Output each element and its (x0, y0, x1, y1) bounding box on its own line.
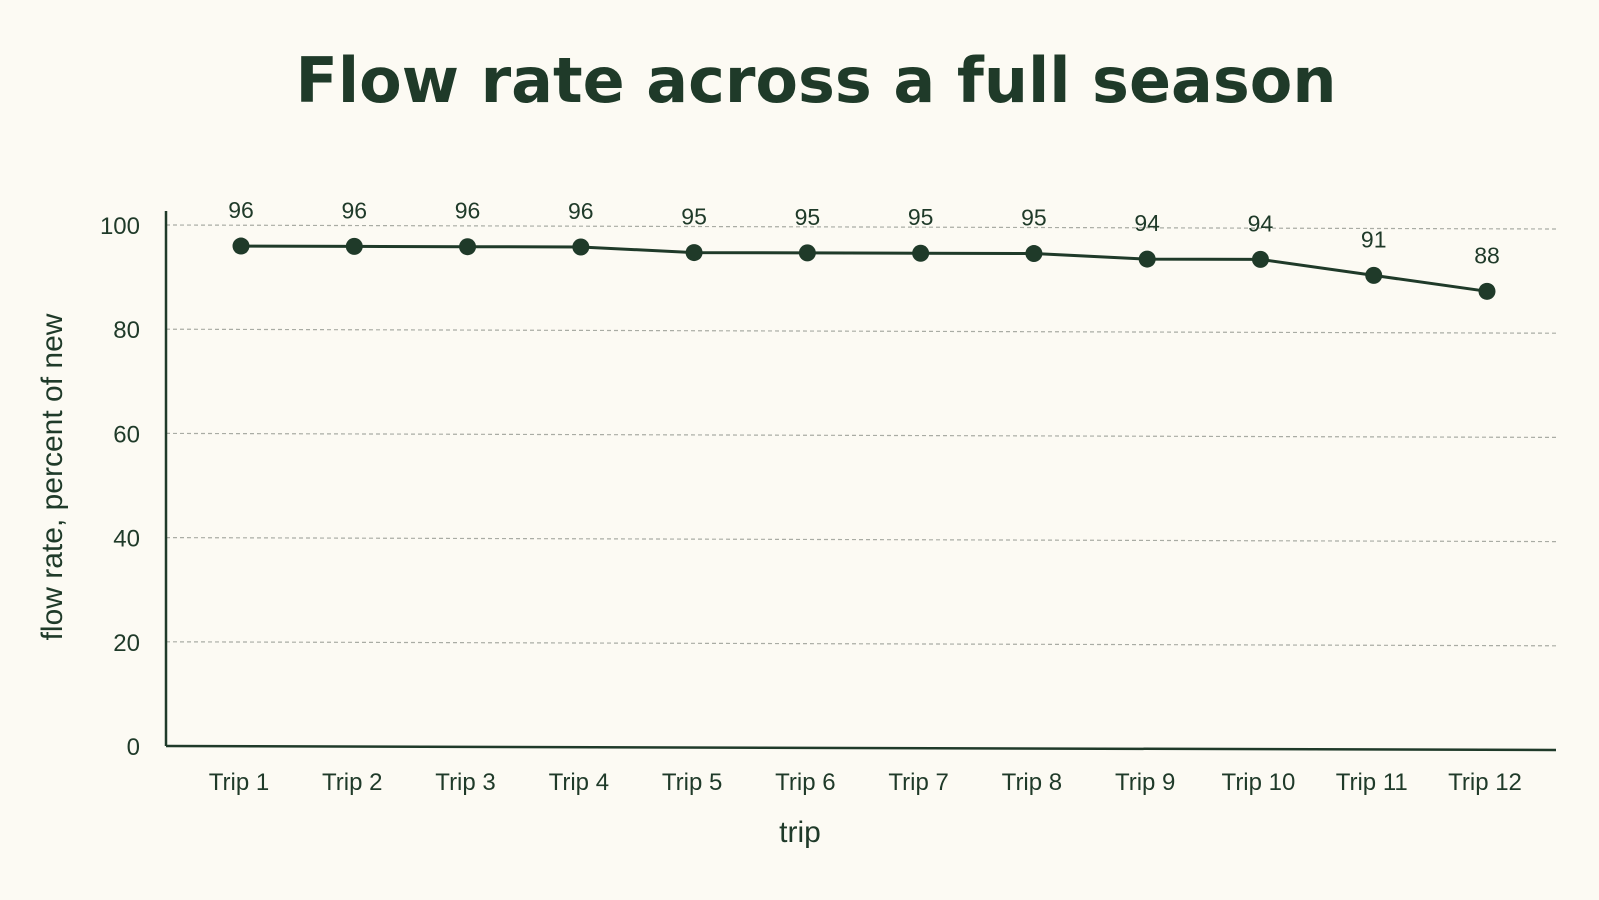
x-tick-label: Trip 1 (209, 769, 269, 796)
grid-line (165, 641, 1557, 647)
data-points (232, 237, 1496, 300)
data-label: 94 (1248, 210, 1274, 236)
x-axis-line (165, 744, 1557, 752)
data-point (459, 238, 477, 256)
data-label: 96 (568, 198, 594, 224)
data-point (1025, 245, 1043, 263)
y-tick-labels: 0 20 40 60 80 100 (100, 213, 140, 761)
y-tick-label: 60 (113, 421, 140, 448)
grid-line (165, 432, 1557, 438)
x-tick-label: Trip 2 (322, 769, 382, 796)
y-tick-label: 100 (100, 213, 140, 240)
data-point (1138, 250, 1156, 268)
chart-title: Flow rate across a full season (296, 44, 1337, 117)
data-label: 94 (1134, 210, 1160, 236)
x-tick-label: Trip 11 (1336, 769, 1408, 796)
x-axis-title: trip (779, 816, 821, 849)
x-tick-label: Trip 6 (775, 769, 835, 796)
data-label: 96 (455, 198, 481, 224)
data-label: 91 (1361, 226, 1387, 252)
data-point (798, 244, 816, 262)
series-line (240, 244, 1488, 293)
x-tick-label: Trip 4 (549, 769, 609, 796)
data-point (232, 237, 250, 255)
x-tick-labels: Trip 1 Trip 2 Trip 3 Trip 4 Trip 5 Trip 6 Trip… (209, 769, 1522, 796)
grid-lines (165, 224, 1557, 647)
data-label: 88 (1474, 242, 1500, 268)
y-tick-label: 80 (113, 317, 140, 344)
data-labels: 96 96 96 96 95 95 95 95 94 94 91 88 (228, 197, 1500, 268)
x-tick-label: Trip 7 (888, 769, 948, 796)
data-point (572, 238, 590, 256)
x-tick-label: Trip 3 (435, 769, 495, 796)
data-label: 95 (1021, 205, 1047, 231)
grid-line (165, 536, 1557, 543)
data-label: 96 (228, 197, 254, 223)
x-tick-label: Trip 12 (1448, 769, 1522, 796)
data-point (1478, 282, 1496, 300)
y-tick-label: 20 (113, 630, 140, 657)
data-label: 96 (341, 197, 367, 223)
grid-line (165, 224, 1557, 230)
x-tick-label: Trip 9 (1115, 769, 1175, 796)
data-label: 95 (681, 204, 707, 230)
x-tick-label: Trip 5 (662, 769, 722, 796)
data-point (685, 244, 703, 262)
data-point (1251, 250, 1269, 268)
data-point (345, 237, 363, 255)
x-tick-label: Trip 10 (1222, 769, 1296, 796)
x-tick-label: Trip 8 (1002, 769, 1062, 796)
grid-line (165, 328, 1557, 334)
y-tick-label: 0 (127, 734, 140, 761)
y-axis-title: flow rate, percent of new (36, 313, 69, 640)
data-point (912, 244, 930, 262)
data-label: 95 (908, 204, 934, 230)
y-tick-label: 40 (113, 526, 140, 553)
data-point (1365, 266, 1383, 284)
data-label: 95 (795, 204, 821, 230)
